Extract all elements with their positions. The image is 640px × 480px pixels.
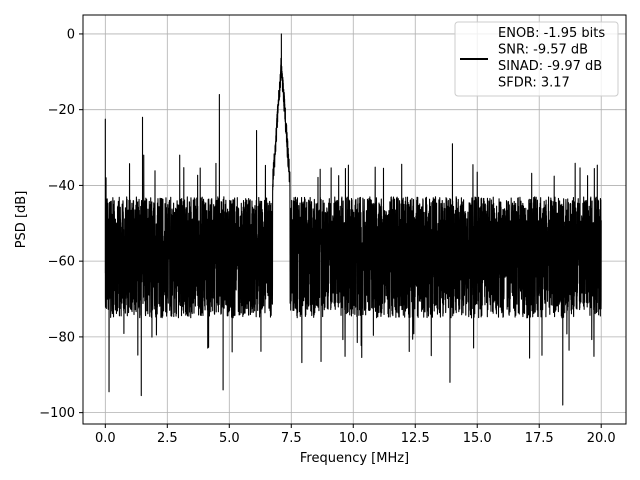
y-axis-label: PSD [dB] (14, 191, 29, 249)
y-axis-ticks: 0 −20 −40 −60 −80 −100 (39, 27, 83, 421)
x-axis-label: Frequency [MHz] (300, 451, 409, 466)
y-tick-label: −100 (39, 406, 75, 421)
psd-series (104, 33, 602, 406)
x-tick-label: 20.0 (587, 431, 616, 446)
x-tick-label: 15.0 (463, 431, 492, 446)
legend-enob: ENOB: -1.95 bits (498, 26, 605, 41)
x-tick-label: 12.5 (401, 431, 430, 446)
legend-box (454, 21, 619, 97)
x-tick-label: 10.0 (339, 431, 368, 446)
psd-line (104, 33, 602, 406)
y-tick-label: −20 (48, 103, 75, 118)
x-tick-label: 7.5 (281, 431, 302, 446)
x-axis-ticks: 0.0 2.5 5.0 7.5 10.0 12.5 15.0 17.5 20.0 (95, 424, 616, 446)
y-tick-label: −80 (48, 330, 75, 345)
x-tick-label: 2.5 (157, 431, 178, 446)
y-tick-label: −40 (48, 179, 75, 194)
x-tick-label: 5.0 (219, 431, 240, 446)
y-tick-label: 0 (67, 27, 75, 42)
legend-snr: SNR: -9.57 dB (498, 43, 588, 58)
plot-frame (82, 14, 627, 425)
x-tick-label: 0.0 (95, 431, 116, 446)
legend-sfdr: SFDR: 3.17 (498, 76, 570, 91)
legend-sinad: SINAD: -9.97 dB (498, 59, 602, 74)
x-tick-label: 17.5 (525, 431, 554, 446)
y-tick-label: −60 (48, 255, 75, 270)
legend: ENOB: -1.95 bits SNR: -9.57 dB SINAD: -9… (454, 21, 619, 97)
